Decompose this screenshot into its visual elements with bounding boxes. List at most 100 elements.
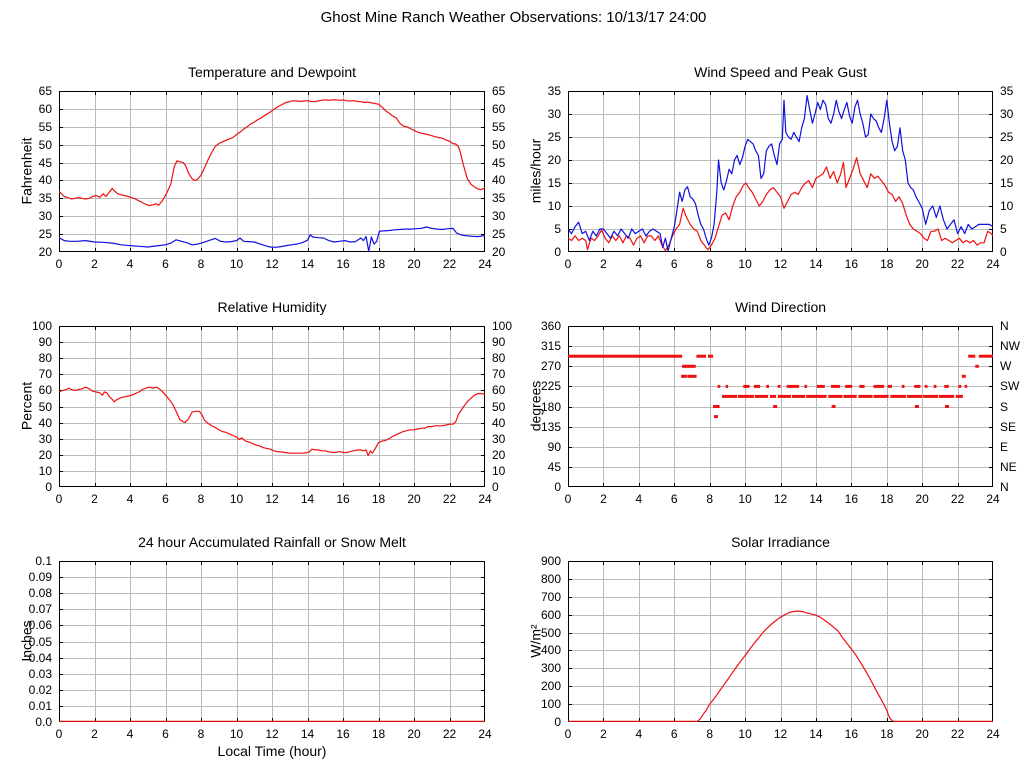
series-solar-irradiance [568,610,993,722]
y-tick-label-right: 70 [492,367,506,382]
plot-area [568,91,993,252]
x-tick-label: 10 [229,257,244,271]
x-tick-label: 2 [91,727,98,741]
x-tick-label: 2 [91,257,98,271]
y-tick-label-right: 5 [1000,222,1007,236]
y-tick-label-right: 15 [1000,176,1014,190]
x-tick-label: 6 [670,257,678,271]
y-tick-label-right: 0 [1000,245,1007,259]
x-tick-label: 2 [91,492,98,506]
x-tick-label: 22 [950,257,965,271]
x-tick-label: 12 [773,727,788,741]
x-tick-label: 16 [844,727,858,741]
x-tick-label: 20 [915,492,929,506]
y-tick-label-right: 25 [492,227,506,242]
x-tick-label: 8 [197,727,205,741]
x-tick-label: 18 [371,727,386,741]
chart-title: Wind Speed and Peak Gust [694,64,867,80]
x-tick-label: 12 [265,492,279,506]
x-tick-label: 14 [300,727,315,741]
y-tick-label: 0 [554,480,561,494]
y-tick-label: 0.03 [28,666,52,681]
x-tick-label: 8 [706,492,713,506]
y-tick-label: 0.07 [28,602,52,617]
x-tick-label: 22 [442,492,457,506]
y-tick-label-right: 80 [492,351,506,366]
y-tick-label: 25 [547,130,561,144]
x-tick-label: 14 [809,257,823,271]
y-tick-label: 270 [540,359,561,374]
y-tick-label: 30 [38,431,52,446]
x-tick-label: 12 [773,257,788,271]
x-tick-label: 0 [564,727,572,741]
page-title: Ghost Mine Ranch Weather Observations: 1… [320,9,707,26]
y-tick-label: 0.06 [28,618,52,633]
y-tick-label: 45 [547,459,561,474]
y-tick-label: 50 [38,137,52,152]
y-tick-label-right: 20 [492,245,506,259]
plot-area [568,326,993,487]
x-tick-label: 4 [635,492,643,506]
x-tick-label: 14 [300,257,315,271]
y-tick-label: 300 [540,661,561,676]
x-tick-label: 24 [478,727,492,741]
x-tick-label: 6 [162,727,169,741]
x-tick-label: 4 [126,492,134,506]
y-tick-label-right: 90 [492,335,506,350]
y-tick-label: 90 [547,439,561,454]
x-tick-label: 16 [336,727,350,741]
x-tick-label: 12 [773,492,788,506]
y-tick-label: 0.02 [28,682,52,697]
x-tick-label: 4 [126,257,134,271]
x-tick-label: 2 [600,257,607,271]
y-tick-label: 100 [540,697,561,712]
y-tick-label-right: 30 [492,209,506,224]
x-tick-label: 2 [600,727,607,741]
x-tick-label: 10 [738,257,752,271]
x-tick-label: 12 [265,257,279,271]
y-tick-label: 100 [31,319,52,333]
x-tick-label: 12 [265,727,279,741]
y-tick-label: 30 [38,209,52,224]
x-tick-label: 18 [880,727,894,741]
x-tick-label: 16 [336,492,350,506]
y-tick-label: 0.09 [28,570,52,585]
chart-title: Relative Humidity [217,299,327,315]
y-tick-label-right: 20 [492,447,506,462]
x-tick-label: 6 [162,257,169,271]
x-tick-label: 14 [809,727,823,741]
x-tick-label: 10 [738,727,752,741]
series-peak-gust [568,94,993,252]
y-tick-label-right: 35 [1000,84,1014,98]
chart-title: 24 hour Accumulated Rainfall or Snow Mel… [138,534,406,550]
y-tick-label: 0.05 [28,634,52,649]
y-tick-label-right: 50 [492,137,506,152]
x-tick-label: 10 [229,727,244,741]
y-tick-label: 65 [38,84,52,98]
y-tick-label-right: 20 [1000,153,1014,167]
plot-area [59,561,485,722]
y-tick-label: 15 [547,176,561,190]
y-tick-label-right: 65 [492,84,506,98]
x-tick-label: 18 [880,492,894,506]
x-tick-label: 2 [600,492,607,506]
y-tick-label-right: 100 [492,319,513,333]
y-tick-label: 360 [540,319,561,333]
series-relative-humidity [59,386,485,457]
x-tick-label: 6 [162,492,169,506]
y-tick-label: 700 [540,589,561,604]
x-tick-label: 24 [478,257,492,271]
x-tick-label: 24 [478,492,492,506]
y-tick-label-right: 60 [492,101,506,116]
y-tick-label-right: 10 [492,463,506,478]
x-tick-label: 22 [950,727,965,741]
y-tick-label: 80 [38,351,52,366]
y-tick-label: 30 [547,107,561,121]
y-tick-label: 600 [540,607,561,622]
chart-title: Solar Irradiance [731,534,830,550]
y-tick-label: 40 [38,173,52,188]
x-tick-label: 8 [197,492,205,506]
y-tick-label: 0.1 [35,554,52,568]
x-tick-label: 4 [635,727,643,741]
